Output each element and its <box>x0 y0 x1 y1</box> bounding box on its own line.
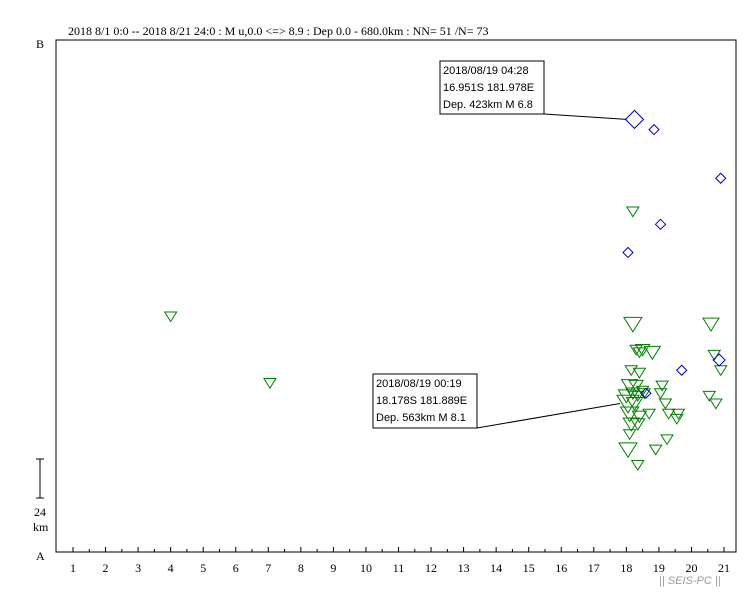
event-marker-triangle <box>655 380 670 392</box>
x-tick-label: 6 <box>233 561 239 575</box>
event-marker-triangle <box>616 394 640 414</box>
x-tick-label: 5 <box>200 561 206 575</box>
x-tick-label: 2 <box>103 561 109 575</box>
annotation-leader <box>476 403 621 429</box>
annotation-layer: 2018/08/19 04:28 16.951S 181.978E Dep. 423… <box>372 60 627 429</box>
event-marker-diamond <box>715 172 727 184</box>
event-marker-triangle <box>625 206 640 218</box>
x-tick-label: 14 <box>490 561 502 575</box>
annotation-leader <box>543 113 627 120</box>
annotation-box <box>439 60 545 115</box>
chart-header: 2018 8/1 0:0 -- 2018 8/21 24:0 : M u,0.0… <box>68 24 489 38</box>
annotation-line: 2018/08/19 04:28 <box>443 65 529 77</box>
event-marker-diamond <box>648 123 660 136</box>
x-tick-label: 13 <box>458 561 470 575</box>
x-tick-label: 7 <box>265 561 271 575</box>
event-marker-triangle <box>653 388 668 400</box>
event-marker-diamond <box>675 364 688 376</box>
event-marker-triangle <box>632 367 647 379</box>
annotation-line: 2018/08/19 00:19 <box>376 378 462 390</box>
x-tick-label: 1 <box>70 561 76 575</box>
scale-bar-unit: km <box>33 520 49 534</box>
x-tick-label: 10 <box>360 561 372 575</box>
event-marker-triangle <box>631 410 648 424</box>
event-marker-triangle <box>629 344 644 356</box>
event-marker-diamond <box>624 109 645 130</box>
annotation-box <box>372 373 478 429</box>
event-marker-triangle <box>634 344 651 357</box>
event-marker-triangle <box>617 389 636 404</box>
event-marker-triangle <box>625 397 644 412</box>
x-tick-label: 8 <box>298 561 304 575</box>
x-tick-label: 4 <box>168 561 174 575</box>
scale-bar <box>36 458 44 499</box>
event-marker-diamond <box>622 246 634 259</box>
event-marker-triangle <box>630 459 645 472</box>
x-tick-label: 19 <box>653 561 665 575</box>
event-marker-triangle <box>713 365 728 377</box>
event-marker-triangle <box>163 311 178 323</box>
event-marker-triangle <box>660 434 674 446</box>
event-marker-triangle <box>702 317 720 332</box>
x-tick-label: 20 <box>685 561 697 575</box>
axis-letter-top: B <box>36 37 44 51</box>
x-tick-label: 15 <box>523 561 535 575</box>
scale-bar-value: 24 <box>34 505 46 519</box>
plot-frame <box>55 39 737 553</box>
event-marker-triangle <box>642 408 657 420</box>
x-tick-label: 3 <box>135 561 141 575</box>
event-marker-triangle <box>648 444 663 456</box>
watermark: || SEIS-PC || <box>659 575 721 587</box>
x-tick-label: 9 <box>330 561 336 575</box>
event-marker-triangle <box>622 417 641 432</box>
x-tick-label: 18 <box>620 561 632 575</box>
event-marker-diamond <box>654 218 667 231</box>
annotation-line: Dep. 423km M 6.8 <box>443 99 533 111</box>
x-tick-label: 11 <box>393 561 405 575</box>
x-tick-label: 17 <box>588 561 600 575</box>
event-marker-triangle <box>669 413 684 425</box>
x-tick-label: 16 <box>555 561 567 575</box>
annotation-line: 18.178S 181.889E <box>376 395 467 407</box>
event-marker-triangle <box>632 347 647 359</box>
event-marker-triangle <box>624 365 639 377</box>
event-marker-diamond <box>640 387 652 399</box>
x-tick-label: 12 <box>425 561 437 575</box>
event-marker-triangle <box>620 379 639 394</box>
event-marker-triangle <box>643 345 662 361</box>
event-marker-triangle <box>618 442 638 459</box>
event-marker-triangle <box>622 316 643 333</box>
annotation-line: Dep. 563km M 8.1 <box>376 412 466 424</box>
event-marker-triangle <box>263 378 277 390</box>
event-marker-triangle <box>622 429 637 441</box>
event-marker-triangle <box>708 398 723 410</box>
event-marker-triangle <box>629 418 646 431</box>
x-axis: 1 2 3 4 5 6 7 8 9 10 11 12 13 14 15 16 17 18 19 20 21 <box>70 547 730 575</box>
event-marker-triangle <box>630 390 645 402</box>
plot-area <box>163 109 728 472</box>
event-marker-diamond <box>712 353 726 367</box>
event-marker-triangle <box>702 390 717 402</box>
x-tick-label: 21 <box>718 561 730 575</box>
annotation-line: 16.951S 181.978E <box>443 82 534 94</box>
event-marker-triangle <box>624 387 641 401</box>
event-marker-triangle <box>658 398 673 410</box>
axis-letter-bottom: A <box>36 549 45 563</box>
